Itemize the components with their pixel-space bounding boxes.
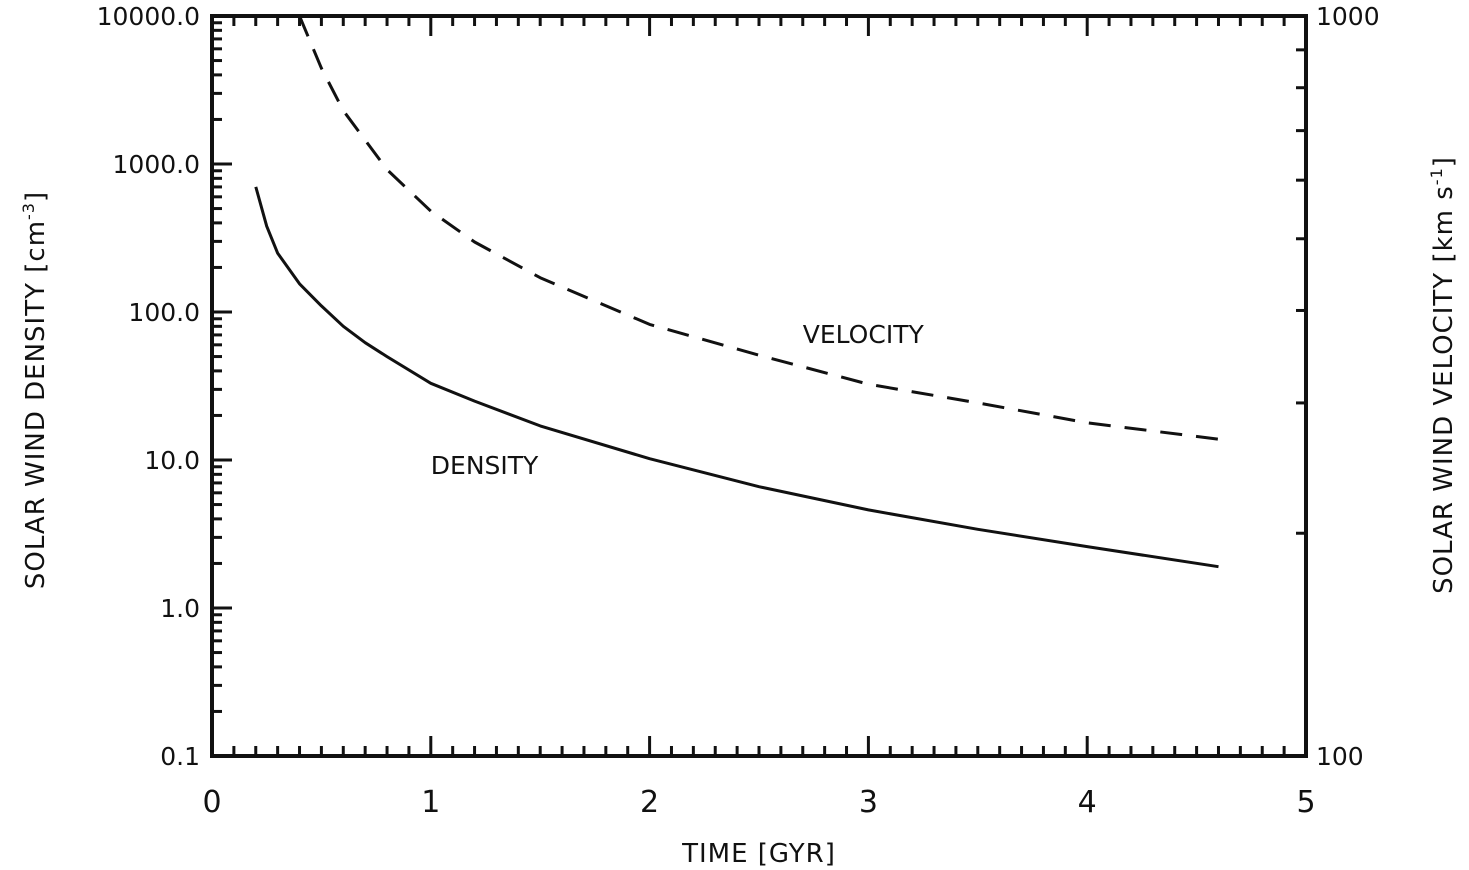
y-right-tick-label: 100 [1316, 742, 1364, 771]
series-line-velocity [298, 15, 1219, 441]
tick-marks [210, 14, 1308, 758]
x-tick-label: 1 [421, 785, 440, 820]
x-axis-title: TIME [GYR] [681, 839, 836, 869]
y-left-title-exponent: -3 [19, 202, 38, 220]
x-tick-label: 0 [202, 785, 221, 820]
x-tick-label: 4 [1078, 785, 1097, 820]
plot-frame [210, 14, 1308, 758]
series-layer: DENSITY VELOCITY [254, 15, 1219, 569]
y-left-tick-label: 1.0 [160, 594, 200, 623]
y-right-tick-label: 1000 [1316, 2, 1380, 31]
series-line-density [254, 186, 1219, 569]
y-right-axis-title: SOLAR WIND VELOCITY [km s-1] [1427, 156, 1459, 594]
y-left-tick-label: 100.0 [128, 298, 200, 327]
y-right-title-main: SOLAR WIND VELOCITY [km s [1429, 185, 1459, 594]
tick-labels: 0 1 2 3 4 5 0.1 1.0 10.0 100.0 1000.0 10000.0 100 100… [97, 2, 1380, 820]
y-left-title-close: ] [21, 191, 51, 202]
y-right-title-close: ] [1429, 156, 1459, 167]
x-tick-label: 5 [1296, 785, 1315, 820]
y-left-tick-label: 0.1 [160, 742, 200, 771]
x-tick-label: 2 [640, 785, 659, 820]
density-annotation: DENSITY [431, 451, 539, 480]
velocity-annotation: VELOCITY [803, 320, 925, 349]
y-right-title-exponent: -1 [1427, 167, 1446, 185]
y-left-tick-label: 10.0 [144, 446, 200, 475]
x-tick-label: 3 [859, 785, 878, 820]
y-left-axis-title: SOLAR WIND DENSITY [cm-3] [19, 191, 51, 589]
y-left-tick-label: 1000.0 [113, 150, 200, 179]
y-left-title-main: SOLAR WIND DENSITY [cm [21, 220, 51, 589]
y-left-tick-label: 10000.0 [97, 2, 200, 31]
